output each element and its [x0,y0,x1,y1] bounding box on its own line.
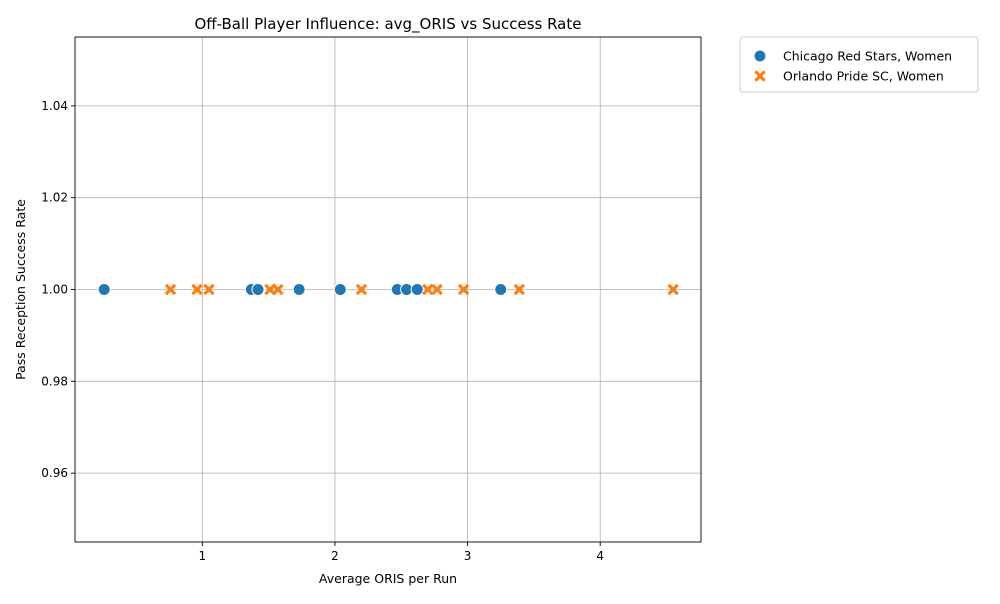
data-point [355,283,368,296]
x-axis-ticks: 1 2 3 4 [199,542,604,563]
series-2-points [164,283,679,296]
data-point [164,283,177,296]
y-tick-label: 0.98 [41,374,68,388]
data-point [457,283,470,296]
data-point [97,283,111,296]
chart-title: Off-Ball Player Influence: avg_ORIS vs S… [194,15,581,34]
y-tick-label: 0.96 [41,466,68,480]
data-point [410,283,424,296]
series-1-points [97,283,508,296]
x-tick-label: 2 [331,549,339,563]
y-tick-label: 1.04 [41,99,68,113]
x-axis-label: Average ORIS per Run [319,571,457,586]
legend-marker [753,49,767,63]
legend-entry-1: Chicago Red Stars, Women [753,49,952,64]
y-axis-label: Pass Reception Success Rate [13,199,28,380]
legend-marker [754,70,766,82]
data-point [513,283,526,296]
y-tick-label: 1.02 [41,191,68,205]
legend-entry-2: Orlando Pride SC, Women [754,69,944,84]
data-point [191,283,203,296]
y-tick-label: 1.00 [41,283,68,297]
legend-frame [739,36,979,93]
data-point [422,283,434,296]
data-point [494,283,508,296]
plot-area-frame [74,36,702,543]
data-point [272,283,284,296]
data-point [431,283,443,296]
data-point [203,283,215,296]
x-tick-label: 4 [596,549,604,563]
legend-label: Orlando Pride SC, Women [783,69,944,84]
y-axis-ticks: 0.96 0.98 1.00 1.02 1.04 [41,99,75,480]
legend-label: Chicago Red Stars, Women [783,49,952,64]
x-tick-label: 1 [199,549,207,563]
data-point [667,283,679,296]
data-point [292,283,306,296]
data-points [97,283,679,296]
x-tick-label: 3 [464,549,472,563]
data-point [251,283,265,296]
legend: Chicago Red Stars, Women Orlando Pride SC… [739,36,979,93]
data-point [333,283,347,296]
